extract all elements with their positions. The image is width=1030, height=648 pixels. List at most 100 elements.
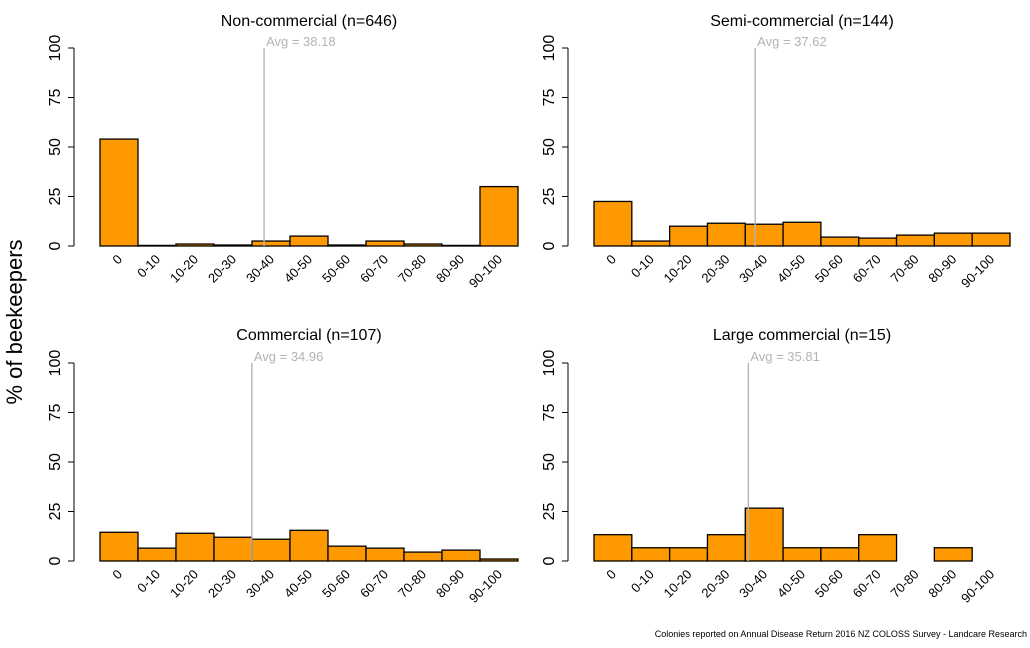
y-tick-label: 0 xyxy=(47,241,64,250)
bar-0 xyxy=(99,531,139,562)
x-tick-label: 90-100 xyxy=(958,252,997,291)
bar-30-40 xyxy=(744,507,784,562)
y-tick-label: 75 xyxy=(541,404,558,422)
bar-0 xyxy=(99,138,139,247)
bar-10-20 xyxy=(668,547,709,562)
bar-30-40 xyxy=(251,240,291,247)
x-tick-label: 70-80 xyxy=(395,567,429,601)
x-tick-label: 60-70 xyxy=(850,567,884,601)
bar-30-40 xyxy=(251,538,291,562)
global-y-axis-label: % of beekeepers xyxy=(2,239,27,404)
x-tick-label: 40-50 xyxy=(774,252,808,286)
x-tick-label: 20-30 xyxy=(205,252,239,286)
bar-40-50 xyxy=(289,529,329,562)
x-tick-label: 10-20 xyxy=(167,567,201,601)
chart-title: Commercial (n=107) xyxy=(236,327,381,344)
x-tick-label: 80-90 xyxy=(925,252,959,286)
x-tick-label: 20-30 xyxy=(205,567,239,601)
y-tick-label: 100 xyxy=(47,350,64,377)
x-tick-label: 40-50 xyxy=(281,252,315,286)
x-tick-label: 90-100 xyxy=(958,567,997,606)
bar-60-70 xyxy=(365,240,405,247)
bar-20-30 xyxy=(706,222,746,247)
x-tick-label: 0 xyxy=(603,252,619,268)
x-tick-label: 40-50 xyxy=(774,567,808,601)
y-tick-label: 25 xyxy=(541,503,558,521)
bar-10-20 xyxy=(668,225,709,247)
bar-80-90 xyxy=(441,549,481,562)
y-tick-label: 0 xyxy=(47,556,64,565)
average-label: Avg = 34.96 xyxy=(254,349,324,364)
bar-0-10 xyxy=(137,547,177,562)
average-label: Avg = 38.18 xyxy=(266,34,336,49)
bar-60-70 xyxy=(365,547,405,562)
chart-panel-4: Large commercial (n=15) 0 25 50 75 100 0 0-10 10… xyxy=(541,327,997,606)
x-tick-label: 70-80 xyxy=(887,567,921,601)
average-label: Avg = 35.81 xyxy=(750,349,820,364)
bar-0-10 xyxy=(631,240,671,247)
x-tick-label: 50-60 xyxy=(319,252,353,286)
bar-0-10 xyxy=(631,547,671,562)
y-tick-label: 0 xyxy=(541,241,558,250)
average-label: Avg = 37.62 xyxy=(757,34,827,49)
chart-title: Non-commercial (n=646) xyxy=(221,13,398,30)
x-tick-label: 0 xyxy=(109,252,125,268)
x-tick-label: 70-80 xyxy=(395,252,429,286)
bar-20-30 xyxy=(706,534,746,562)
x-tick-label: 0-10 xyxy=(628,567,657,596)
chart-panel-1: Non-commercial (n=646) 0 25 50 75 100 0 0-10 10-… xyxy=(47,13,519,291)
x-tick-label: 90-100 xyxy=(466,567,505,606)
y-tick-label: 50 xyxy=(541,453,558,471)
x-tick-label: 10-20 xyxy=(661,567,695,601)
x-tick-label: 60-70 xyxy=(850,252,884,286)
y-tick-label: 75 xyxy=(47,404,64,422)
bar-0 xyxy=(593,534,633,562)
x-tick-label: 20-30 xyxy=(698,567,732,601)
x-tick-label: 90-100 xyxy=(466,252,505,291)
y-tick-label: 100 xyxy=(541,35,558,62)
y-tick-label: 100 xyxy=(541,350,558,377)
x-tick-label: 30-40 xyxy=(736,567,770,601)
bar-60-70 xyxy=(858,534,898,562)
x-tick-label: 60-70 xyxy=(357,567,391,601)
y-tick-label: 25 xyxy=(47,503,64,521)
x-tick-label: 30-40 xyxy=(243,252,277,286)
x-tick-label: 0-10 xyxy=(628,252,657,281)
y-tick-label: 100 xyxy=(47,35,64,62)
x-tick-label: 70-80 xyxy=(887,252,921,286)
x-tick-label: 30-40 xyxy=(243,567,277,601)
chart-panel-2: Semi-commercial (n=144) 0 25 50 75 100 0 0-10 10… xyxy=(541,13,1011,291)
bar-20-30 xyxy=(213,536,253,562)
bar-90-100 xyxy=(971,232,1011,247)
bar-60-70 xyxy=(858,237,898,247)
x-tick-label: 10-20 xyxy=(167,252,201,286)
bar-40-50 xyxy=(782,547,822,562)
bar-10-20 xyxy=(175,532,215,562)
y-tick-label: 50 xyxy=(47,138,64,156)
x-tick-label: 30-40 xyxy=(736,252,770,286)
bar-40-50 xyxy=(782,221,822,247)
x-tick-label: 60-70 xyxy=(357,252,391,286)
bar-0 xyxy=(593,200,633,247)
x-tick-label: 80-90 xyxy=(433,252,467,286)
bar-70-80 xyxy=(403,551,443,562)
y-tick-label: 0 xyxy=(541,556,558,565)
y-tick-label: 50 xyxy=(47,453,64,471)
bar-50-60 xyxy=(327,545,367,562)
x-tick-label: 0 xyxy=(603,567,619,583)
chart-title: Semi-commercial (n=144) xyxy=(710,13,894,30)
x-tick-label: 50-60 xyxy=(812,567,846,601)
x-tick-label: 80-90 xyxy=(925,567,959,601)
chart-title: Large commercial (n=15) xyxy=(713,327,891,344)
bar-90-100 xyxy=(479,558,519,562)
bar-20-30 xyxy=(213,244,253,247)
x-tick-label: 20-30 xyxy=(698,252,732,286)
bar-70-80 xyxy=(895,234,936,247)
bar-90-100 xyxy=(479,185,519,247)
x-tick-label: 40-50 xyxy=(281,567,315,601)
bar-80-90 xyxy=(933,232,973,247)
bar-50-60 xyxy=(327,244,367,247)
bar-80-90 xyxy=(933,547,973,562)
chart-panel-3: Commercial (n=107) 0 25 50 75 100 0 0-10 10-20 20… xyxy=(47,327,519,606)
bar-30-40 xyxy=(744,223,784,247)
